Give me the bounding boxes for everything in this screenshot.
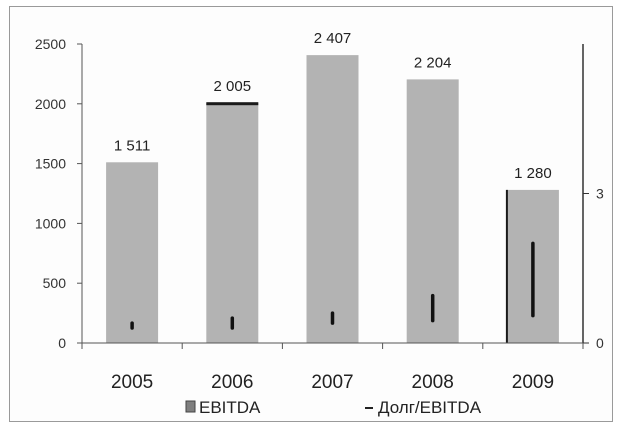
bar-ebitda-2005 (106, 162, 159, 343)
left-axis-label-2500: 2500 (35, 36, 66, 52)
data-label-2009: 1 280 (514, 165, 552, 182)
left-axis-label-1500: 1500 (35, 156, 66, 172)
bar-ebitda-2006 (206, 103, 259, 344)
left-axis-label-2000: 2000 (35, 96, 66, 112)
right-axis-label-3: 3 (596, 186, 604, 202)
x-axis-label-2009: 2009 (512, 372, 554, 393)
left-axis-label-500: 500 (43, 275, 67, 291)
left-axis-label-0: 0 (58, 335, 66, 351)
bar-top-edge-2006 (206, 102, 259, 106)
data-label-2007: 2 407 (314, 30, 352, 47)
left-axis-label-1000: 1000 (35, 215, 66, 231)
x-axis-label-2007: 2007 (311, 372, 353, 393)
data-label-2006: 2 005 (214, 78, 252, 95)
legend-ebitda-swatch (185, 400, 196, 413)
x-axis-label-2008: 2008 (412, 372, 454, 393)
data-label-2005: 1 511 (114, 137, 150, 154)
bar-ebitda-2007 (306, 55, 359, 343)
legend-debt-label: Долг/EBITDA (378, 398, 482, 417)
right-axis-label-0: 0 (596, 335, 604, 351)
legend-ebitda-label: EBITDA (199, 398, 261, 417)
x-axis-label-2006: 2006 (211, 372, 253, 393)
x-axis-label-2005: 2005 (111, 372, 153, 393)
data-label-2008: 2 204 (414, 54, 452, 71)
